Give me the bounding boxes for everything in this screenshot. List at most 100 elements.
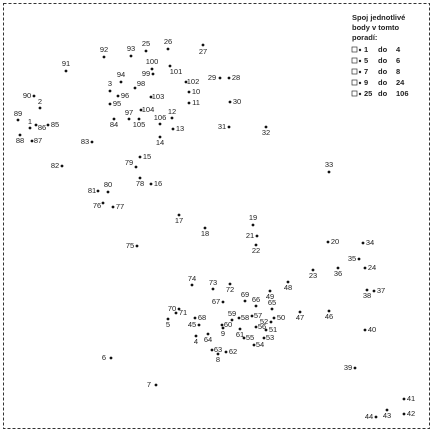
dot-label: 10: [192, 87, 200, 96]
dot: [238, 327, 242, 331]
dot: [177, 213, 181, 217]
range-connector: do: [378, 78, 388, 87]
dot-label: 63: [214, 345, 222, 354]
dot-label: 17: [175, 216, 183, 225]
dot-label: 54: [256, 340, 264, 349]
dot: [254, 304, 258, 308]
dot-label: 51: [269, 325, 277, 334]
dot: [108, 89, 112, 93]
bullet: [358, 81, 362, 85]
dot: [158, 135, 162, 139]
dot-label: 95: [113, 99, 121, 108]
dot: [237, 316, 241, 320]
checkbox: [351, 46, 358, 53]
dot: [187, 90, 191, 94]
dot-label: 59: [228, 309, 236, 318]
dot-label: 44: [365, 412, 373, 421]
dot: [194, 334, 198, 338]
dot-label: 46: [325, 312, 333, 321]
dot: [221, 300, 225, 304]
dot: [139, 108, 143, 112]
dot: [119, 80, 123, 84]
dot-label: 14: [156, 138, 164, 147]
dot-label: 106: [154, 113, 167, 122]
dot: [197, 323, 201, 327]
dot: [206, 332, 210, 336]
dot: [149, 95, 153, 99]
dot-label: 8: [216, 355, 220, 364]
dot: [46, 123, 50, 127]
dot-label: 86: [38, 123, 46, 132]
dot-label: 15: [143, 152, 151, 161]
dot-label: 74: [188, 274, 196, 283]
dot-label: 72: [226, 285, 234, 294]
checkbox: [351, 68, 358, 75]
dot-label: 94: [117, 70, 125, 79]
dot: [363, 328, 367, 332]
bullet: [358, 59, 362, 63]
dot-label: 2: [38, 97, 42, 106]
dot-label: 34: [366, 238, 374, 247]
dot-label: 80: [104, 180, 112, 189]
dot: [252, 343, 256, 347]
dot: [385, 408, 389, 412]
dot-label: 23: [309, 271, 317, 280]
checkbox: [351, 57, 358, 64]
dot-label: 92: [100, 45, 108, 54]
dot: [218, 76, 222, 80]
dot-label: 47: [296, 313, 304, 322]
dot-label: 99: [142, 69, 150, 78]
dot-label: 5: [166, 320, 170, 329]
dot-label: 90: [23, 91, 31, 100]
dot-label: 62: [229, 347, 237, 356]
dot-label: 104: [142, 105, 155, 114]
dot-label: 38: [363, 291, 371, 300]
dot-label: 16: [154, 179, 162, 188]
dot: [106, 190, 110, 194]
dot-label: 93: [127, 44, 135, 53]
dot-label: 37: [377, 286, 385, 295]
dot-label: 6: [102, 353, 106, 362]
dot-label: 56: [258, 322, 266, 331]
dot: [220, 323, 224, 327]
dot: [211, 287, 215, 291]
dot: [127, 117, 131, 121]
dot-label: 96: [121, 91, 129, 100]
dot: [227, 76, 231, 80]
bullet: [358, 92, 362, 96]
dot-label: 84: [110, 120, 118, 129]
dot-label: 24: [368, 263, 376, 272]
dot-label: 9: [221, 329, 225, 338]
dot: [154, 383, 158, 387]
dot-label: 3: [108, 79, 112, 88]
dot: [357, 257, 361, 261]
dot-label: 78: [136, 179, 144, 188]
dot: [64, 69, 68, 73]
dot: [177, 307, 181, 311]
dot-label: 13: [176, 124, 184, 133]
range-from: 25: [364, 89, 372, 98]
checkbox: [351, 90, 358, 97]
dot: [149, 182, 153, 186]
dot: [311, 268, 315, 272]
dot: [286, 280, 290, 284]
dot: [272, 316, 276, 320]
dot-label: 1: [28, 117, 32, 126]
dot: [228, 282, 232, 286]
dot: [327, 170, 331, 174]
dot-label: 70: [168, 304, 176, 313]
dot: [298, 310, 302, 314]
dot-label: 81: [88, 186, 96, 195]
dot-label: 67: [212, 297, 220, 306]
dot-label: 33: [325, 160, 333, 169]
dot-label: 83: [81, 137, 89, 146]
dot: [374, 415, 378, 419]
dot-label: 58: [241, 313, 249, 322]
dot: [102, 55, 106, 59]
dot-label: 4: [194, 337, 198, 346]
dot: [34, 123, 38, 127]
dot-label: 57: [254, 311, 262, 320]
dot: [361, 241, 365, 245]
dot: [166, 47, 170, 51]
dot: [262, 336, 266, 340]
